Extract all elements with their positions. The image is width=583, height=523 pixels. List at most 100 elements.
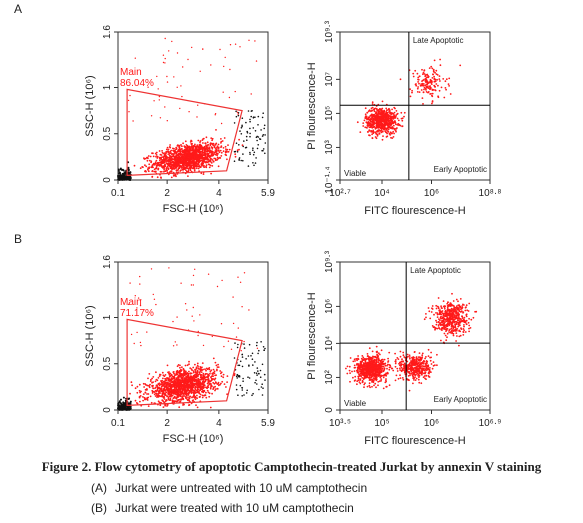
fsc-outlier-dot — [257, 124, 259, 126]
annexin-dot — [395, 114, 397, 117]
fsc-dot — [151, 389, 154, 392]
fsc-dot — [165, 148, 168, 151]
fsc-sparse-dot — [180, 85, 182, 87]
fsc-dot — [163, 380, 165, 383]
fsc-debris-dot — [117, 168, 120, 171]
fsc-dot — [168, 390, 171, 393]
fsc-dot — [182, 156, 185, 158]
annexin-dot — [357, 377, 360, 380]
fsc-dot — [226, 375, 229, 377]
annexin-dot — [376, 354, 379, 357]
fsc-dot — [183, 149, 186, 152]
annexin-dot — [431, 102, 433, 105]
fsc-dot — [179, 170, 182, 172]
fsc-dot — [197, 386, 200, 388]
fsc-sparse-dot — [191, 46, 193, 49]
fsc-dot — [222, 147, 225, 149]
annexin-dot — [366, 122, 369, 125]
fsc-outlier-dot — [252, 127, 255, 129]
fsc-outlier-dot — [255, 136, 258, 139]
fsc-dot — [186, 156, 189, 159]
fsc-dot — [184, 382, 187, 384]
fsc-outlier-dot — [240, 127, 243, 129]
fsc-dot — [236, 149, 239, 152]
annexin-dot — [443, 96, 446, 99]
annexin-dot — [401, 117, 404, 120]
annexin-dot — [382, 127, 385, 130]
annexin-dot — [421, 68, 423, 71]
fsc-dot — [193, 169, 196, 172]
fsc-y-tick-label: 1 — [102, 84, 113, 90]
fsc-outlier-dot — [247, 110, 250, 112]
fsc-outlier-dot — [239, 130, 241, 132]
annexin-dot — [361, 381, 364, 384]
annexin-dot — [376, 129, 379, 132]
fsc-outlier-dot — [264, 134, 266, 136]
fsc-outlier-dot — [245, 135, 248, 138]
annexin-dot — [438, 89, 441, 92]
annexin-dot — [385, 123, 387, 126]
fsc-outlier-dot — [260, 386, 263, 388]
fsc-outlier-dot — [236, 377, 238, 379]
fsc-dot — [202, 137, 205, 140]
fsc-dot — [161, 395, 164, 398]
fsc-outlier-dot — [255, 372, 258, 375]
fsc-dot — [208, 166, 211, 169]
fsc-outlier-dot — [264, 142, 267, 144]
annexin-dot — [385, 107, 388, 110]
fsc-dot — [210, 158, 213, 160]
fsc-outlier-dot — [247, 376, 249, 379]
fsc-outlier-dot — [251, 110, 253, 112]
fsc-outlier-dot — [246, 132, 249, 134]
fsc-dot — [216, 156, 219, 159]
fsc-dot — [170, 388, 173, 391]
fsc-dot — [161, 399, 164, 401]
fsc-dot — [184, 364, 187, 367]
annexin-dot — [374, 382, 377, 385]
fsc-dot — [199, 140, 202, 142]
fsc-dot — [151, 377, 154, 380]
annexin-dot — [375, 133, 378, 136]
annexin-dot — [422, 84, 424, 87]
fsc-x-axis-label: FSC-H (10⁶) — [163, 433, 224, 445]
quadrant-early-apoptotic: Early Apoptotic — [434, 165, 487, 174]
fsc-dot — [167, 151, 170, 154]
annexin-dot — [353, 380, 356, 382]
fsc-dot — [174, 391, 177, 393]
fsc-dot — [202, 157, 204, 159]
fsc-dot — [217, 384, 220, 387]
fsc-sparse-dot — [164, 37, 166, 40]
fsc-outlier-dot — [236, 151, 239, 153]
fsc-outlier-dot — [262, 148, 265, 150]
annexin-dot — [359, 375, 362, 377]
fsc-y-tick-label: 1.6 — [102, 255, 113, 269]
fsc-outlier-dot — [251, 358, 254, 361]
annexin-dot — [392, 124, 395, 127]
fsc-dot — [220, 145, 223, 148]
annexin-dot — [367, 131, 369, 133]
fsc-dot — [173, 155, 176, 158]
annexin-dot — [382, 360, 385, 363]
fsc-dot — [205, 136, 208, 139]
fsc-dot — [201, 394, 204, 397]
fsc-dot — [185, 159, 188, 162]
annexin-dot — [369, 126, 372, 129]
fsc-dot — [196, 165, 199, 168]
annexin-dot — [353, 370, 356, 372]
fsc-dot — [201, 150, 204, 152]
annexin-dot — [369, 386, 371, 389]
fsc-dot — [176, 369, 179, 372]
fsc-sparse-dot — [202, 48, 204, 50]
annexin-dot — [357, 358, 360, 361]
fsc-dot — [189, 165, 191, 168]
fsc-dot — [184, 146, 186, 149]
fsc-dot — [164, 404, 167, 407]
fsc-dot — [165, 158, 168, 161]
fsc-dot — [165, 382, 168, 384]
fsc-sparse-dot — [214, 113, 217, 115]
fsc-dot — [198, 396, 201, 398]
annexin-dot — [373, 384, 375, 387]
annexin-dot — [431, 100, 434, 102]
fsc-dot — [202, 173, 205, 176]
fsc-outlier-dot — [261, 116, 264, 119]
